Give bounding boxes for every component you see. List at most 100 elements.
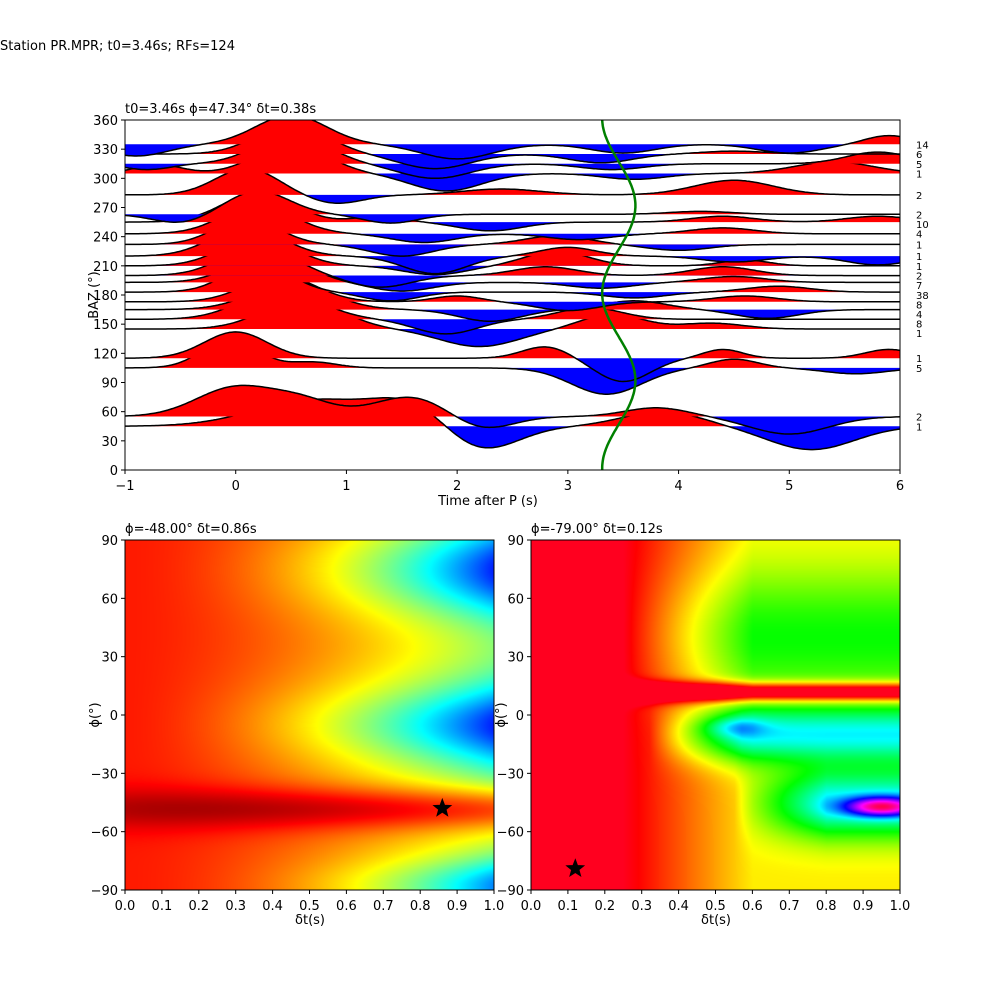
rf-y-tick-label: 360 [93,114,118,129]
heatmap-y-tick-label: −90 [91,884,118,899]
heatmap-x-tick-label: 0.9 [853,899,874,914]
rf-trace-line [125,384,900,435]
rf-x-tick-label: 6 [896,479,904,494]
rf-y-tick-label: 240 [93,231,118,246]
heatmap-x-tick-label: 0.5 [299,899,320,914]
heatmap-left-panel: ϕ=-48.00° δt=0.86s 0.0 0.1 0.2 0.3 0.4 0.5 0.6… [88,522,504,928]
heatmap-left-y-axis-label: ϕ(°) [88,702,103,727]
rf-y-tick-label: 330 [93,143,118,158]
rf-y-tick-label: 30 [101,435,118,450]
heatmap-y-tick-label: −30 [497,767,524,782]
rf-y-tick-label: 0 [110,464,118,479]
rf-positive-fill [125,168,900,195]
rf-trace-count: 5 [916,364,922,375]
heatmap-y-tick-label: 30 [507,651,524,666]
heatmap-x-tick-label: 0.2 [188,899,209,914]
rf-x-tick-label: 2 [453,479,461,494]
rf-y-tick-label: 300 [93,172,118,187]
rf-trace-count: 1 [916,262,922,273]
heatmap-x-tick-label: 0.7 [779,899,800,914]
rf-y-tick-label: 120 [93,347,118,362]
rf-negative-fill [125,329,900,347]
rf-trace-count: 6 [916,150,922,161]
rf-trace-line [125,331,900,383]
rf-negative-fill [125,222,900,231]
rf-negative-fill [125,144,900,159]
heatmap-x-tick-label: 0.1 [558,899,579,914]
rf-negative-fill [125,426,900,450]
heatmap-x-tick-label: 0.6 [336,899,357,914]
heatmap-y-tick-label: 0 [110,709,118,724]
rf-trace-count: 8 [916,320,922,331]
best-fit-star-marker [432,797,453,817]
rf-trace-count: 2 [916,191,922,202]
rf-trace-count: 14 [916,140,929,151]
rf-panel: t0=3.46s ϕ=47.34° δt=0.38s −1 0 1 2 3 4 5 6 030… [87,102,929,509]
rf-trace-count: 7 [916,281,922,292]
rf-positive-fill [125,290,900,320]
heatmap-right-ticks: 0.0 0.1 0.2 0.3 0.4 0.5 0.6 0.7 0.8 0.9 1.0 −90 −60 −… [497,534,911,914]
heatmap-x-tick-label: 0.4 [668,899,689,914]
heatmap-y-tick-label: −60 [497,826,524,841]
rf-positive-fill [125,120,900,145]
heatmap-x-tick-label: 0.0 [521,899,542,914]
heatmap-left-image [125,540,494,890]
rf-trace-count: 8 [916,300,922,311]
heatmap-y-tick-label: −90 [497,884,524,899]
rf-negative-fill [125,194,900,204]
rf-trace-count: 4 [916,310,922,321]
heatmap-x-tick-label: 1.0 [484,899,505,914]
heatmap-y-tick-label: 0 [516,709,524,724]
heatmap-y-tick-label: −30 [91,767,118,782]
rf-positive-fill [125,338,900,368]
rf-x-tick-label: 4 [674,479,682,494]
rf-trace-count: 10 [916,220,929,231]
heatmap-x-tick-label: 0.2 [594,899,615,914]
rf-trace-count: 1 [916,329,922,340]
rf-y-tick-label: 270 [93,202,118,217]
heatmap-x-tick-label: 0.0 [115,899,136,914]
rf-trace-count: 1 [916,422,922,433]
heatmap-x-tick-label: 0.8 [410,899,431,914]
figure-suptitle: Station PR.MPR; t0=3.46s; RFs=124 [0,39,235,54]
heatmap-x-tick-label: 0.7 [373,899,394,914]
heatmap-right-y-axis-label: ϕ(°) [494,702,509,727]
rf-trace-count: 2 [916,413,922,424]
rf-delay-curve [600,120,637,470]
heatmap-y-tick-label: −60 [91,826,118,841]
rf-positive-fill [125,385,900,417]
heatmap-x-tick-label: 0.6 [742,899,763,914]
rf-x-tick-label: 0 [232,479,240,494]
heatmap-right-panel: ϕ=-79.00° δt=0.12s 0.0 0.1 0.2 0.3 0.4 0.5 0.6… [494,522,910,928]
heatmap-x-tick-label: 0.5 [705,899,726,914]
rf-trace-count: 38 [916,291,929,302]
rf-y-tick-label: 60 [101,406,118,421]
rf-positive-fill [125,134,900,164]
rf-negative-fill [125,244,900,257]
rf-trace-count: 5 [916,160,922,171]
rf-trace-count: 1 [916,354,922,365]
heatmap-y-tick-label: 90 [507,534,524,549]
heatmap-y-tick-label: 60 [101,592,118,607]
rf-x-tick-label: 5 [785,479,793,494]
heatmap-right-image [531,540,900,890]
heatmap-x-tick-label: 1.0 [890,899,911,914]
heatmap-right-title: ϕ=-79.00° δt=0.12s [531,522,663,537]
rf-positive-fill [125,331,900,359]
rf-y-tick-label: 90 [101,377,118,392]
heatmap-left-title: ϕ=-48.00° δt=0.86s [125,522,257,537]
rf-trace-count: 2 [916,210,922,221]
heatmap-x-tick-label: 0.3 [225,899,246,914]
rf-positive-fill [125,144,900,174]
rf-trace-count: 1 [916,252,922,263]
rf-trace-count: 2 [916,272,922,283]
heatmap-left-x-axis-label: δt(s) [295,913,325,928]
rf-positive-fill [125,191,900,215]
rf-x-ticks: −1 0 1 2 3 4 5 6 [115,470,904,494]
rf-x-tick-label: 1 [342,479,350,494]
rf-trace-line [125,120,900,160]
rf-positive-fill [125,124,900,155]
rf-y-axis-label: BAZ (°) [87,271,102,319]
